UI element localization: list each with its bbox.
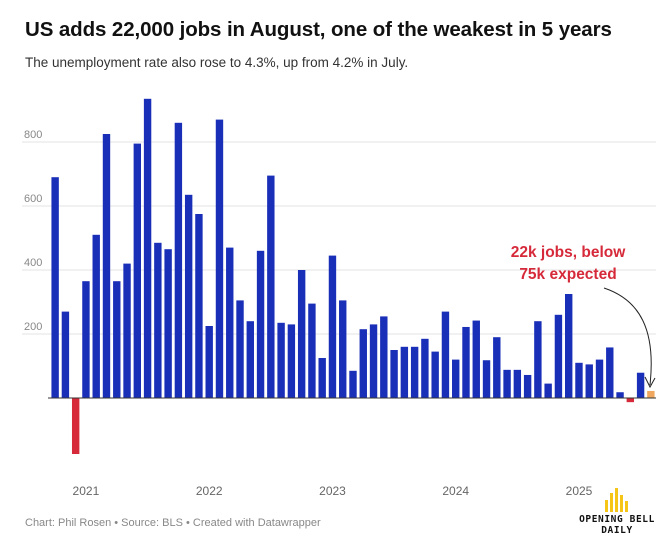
bar	[626, 398, 635, 403]
bar	[61, 311, 70, 398]
annotation-line-1: 22k jobs, below	[511, 244, 627, 261]
bar	[267, 175, 275, 398]
chart-title: US adds 22,000 jobs in August, one of th…	[25, 18, 612, 41]
logo-line-2: DAILY	[601, 525, 633, 536]
x-tick-label: 2024	[442, 484, 469, 498]
bar	[226, 247, 234, 398]
chart-subtitle: The unemployment rate also rose to 4.3%,…	[25, 55, 409, 70]
bar	[133, 143, 142, 398]
annotation: 22k jobs, below 75k expected	[511, 244, 656, 389]
y-axis-labels: 200 400 600 800	[24, 129, 42, 333]
bar	[102, 134, 111, 398]
bars	[51, 98, 655, 454]
bar	[410, 346, 419, 398]
bar	[523, 374, 532, 398]
annotation-arrow	[603, 287, 652, 386]
bar	[236, 300, 244, 398]
bar	[534, 321, 542, 398]
bar	[154, 242, 162, 398]
bar	[318, 358, 326, 398]
bar	[544, 383, 552, 398]
bar	[143, 98, 152, 399]
bar	[390, 350, 398, 398]
bell-bars-icon	[605, 488, 628, 512]
chart-footer: Chart: Phil Rosen • Source: BLS • Create…	[25, 517, 321, 529]
bar	[380, 316, 388, 398]
bar	[308, 303, 316, 398]
x-tick-label: 2021	[73, 484, 100, 498]
bar	[400, 346, 409, 398]
x-tick-label: 2023	[319, 484, 346, 498]
bar	[472, 320, 480, 398]
bar	[82, 281, 90, 398]
bar	[369, 324, 378, 398]
bar	[328, 255, 337, 398]
bar	[585, 364, 593, 398]
bar	[287, 324, 296, 398]
bar	[554, 314, 563, 398]
bar	[452, 359, 460, 398]
y-tick-label: 800	[24, 129, 42, 141]
bar	[575, 362, 583, 398]
bar	[123, 263, 131, 398]
x-tick-label: 2025	[566, 484, 593, 498]
bar	[215, 119, 224, 398]
annotation-arrowhead	[644, 376, 656, 389]
annotation-line-2: 75k expected	[519, 266, 616, 283]
bar	[256, 250, 265, 398]
bar	[71, 398, 80, 454]
bar	[606, 347, 614, 398]
bar	[205, 326, 213, 398]
bar	[503, 369, 511, 398]
bar	[636, 372, 645, 398]
bar	[297, 270, 306, 398]
bar-chart: 200 400 600 800 2021 2022 2023 2024 2025 22k jo…	[22, 98, 656, 498]
bar	[246, 321, 254, 398]
bar	[359, 329, 367, 398]
bar	[92, 234, 100, 398]
bar	[164, 249, 172, 398]
bar	[184, 194, 193, 398]
bar	[51, 177, 59, 398]
bar	[482, 360, 491, 398]
bar	[647, 390, 655, 398]
bar	[462, 326, 470, 398]
bar	[277, 322, 285, 398]
y-tick-label: 400	[24, 257, 42, 269]
bar	[493, 337, 501, 398]
logo-line-1: OPENING BELL	[579, 514, 655, 525]
x-axis-labels: 2021 2022 2023 2024 2025	[73, 484, 593, 498]
y-tick-label: 600	[24, 193, 42, 205]
bar	[421, 338, 429, 398]
bar	[441, 311, 450, 398]
bar	[513, 369, 522, 398]
x-tick-label: 2022	[196, 484, 223, 498]
bar	[349, 370, 357, 398]
bar	[339, 300, 347, 398]
bar	[431, 351, 439, 398]
y-tick-label: 200	[24, 321, 42, 333]
bar	[595, 359, 604, 398]
bar	[113, 281, 121, 398]
opening-bell-logo: OPENING BELL DAILY	[572, 486, 662, 538]
bar	[616, 392, 624, 398]
bar	[174, 122, 183, 399]
bar	[195, 214, 203, 398]
bar	[565, 294, 573, 398]
